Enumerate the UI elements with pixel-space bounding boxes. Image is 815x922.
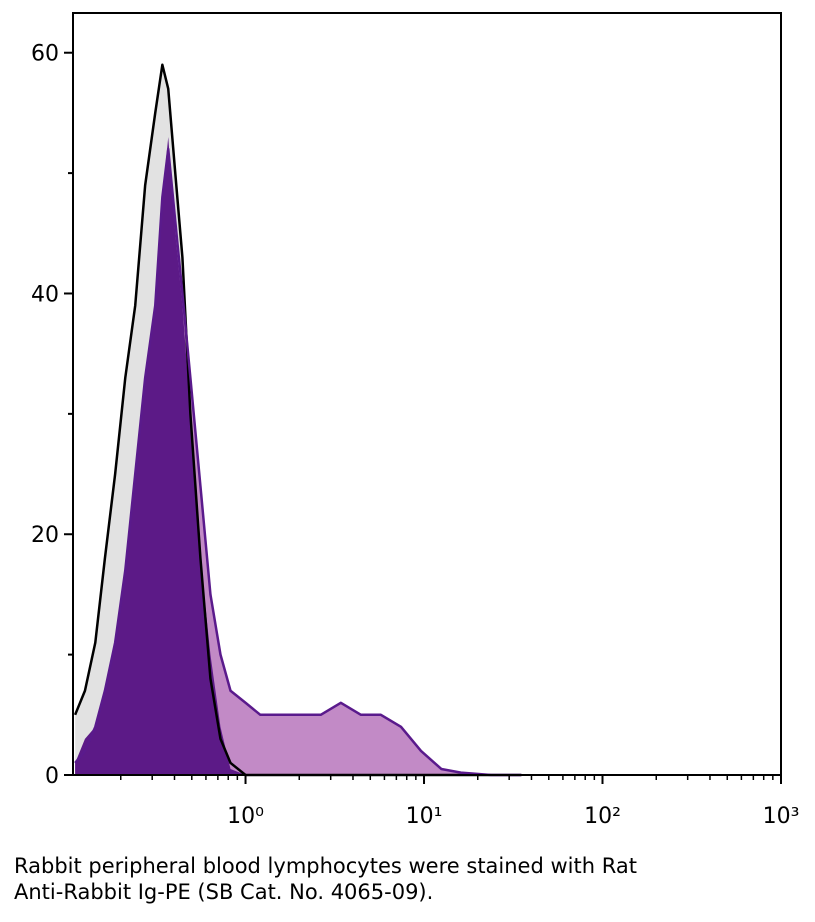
x-tick-label: 10⁰ xyxy=(227,804,264,829)
x-tick-label: 10³ xyxy=(763,804,800,829)
y-tick-label: 20 xyxy=(31,523,59,548)
histogram-area xyxy=(75,136,522,775)
x-tick-label: 10¹ xyxy=(406,804,443,829)
chart: 0 20 40 60 10⁰ 10¹ 10² 10³ xyxy=(31,12,800,829)
caption: Rabbit peripheral blood lymphocytes were… xyxy=(14,853,637,905)
caption-line: Rabbit peripheral blood lymphocytes were… xyxy=(14,854,637,878)
caption-line: Anti-Rabbit Ig-PE (SB Cat. No. 4065-09). xyxy=(14,880,434,904)
y-tick-label: 0 xyxy=(45,764,59,789)
y-tick-label: 60 xyxy=(31,42,59,67)
x-tick-label: 10² xyxy=(584,804,621,829)
y-tick-label: 40 xyxy=(31,282,59,307)
histogram-outline xyxy=(74,147,522,777)
plot-frame xyxy=(72,12,782,776)
